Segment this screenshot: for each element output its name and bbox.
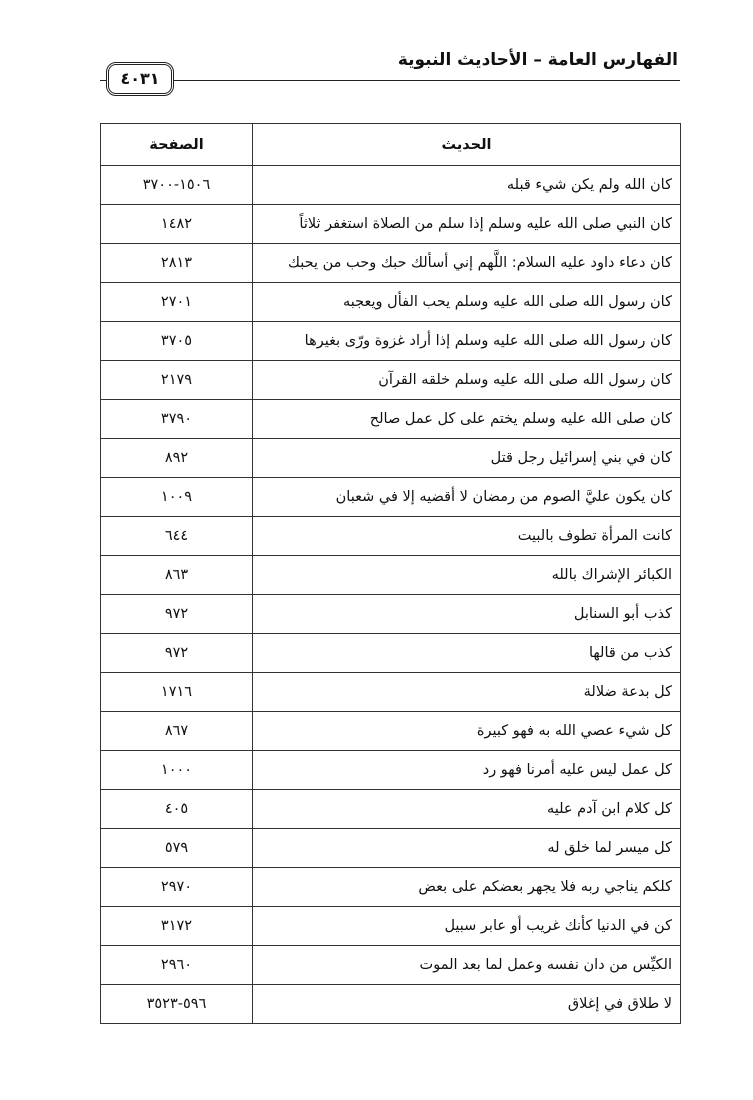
table-row: الكيِّس من دان نفسه وعمل لما بعد الموت ٢٩… <box>100 945 681 985</box>
hadith-text: كل ميسر لما خلق له <box>252 828 681 868</box>
hadith-text: الكيِّس من دان نفسه وعمل لما بعد الموت <box>252 945 681 985</box>
page-ref: ٣١٧٢ <box>100 906 253 946</box>
page-ref: ٦٤٤ <box>100 516 253 556</box>
page-ref: ٥٩٦-٣٥٢٣ <box>100 984 253 1024</box>
page-ref: ٨٦٧ <box>100 711 253 751</box>
table-row: كان دعاء داود عليه السلام: اللَّهم إني أ… <box>100 243 681 283</box>
page-ref: ٣٧٩٠ <box>100 399 253 439</box>
page-ref: ٤٠٥ <box>100 789 253 829</box>
hadith-text: كلكم يناجي ربه فلا يجهر بعضكم على بعض <box>252 867 681 907</box>
table-row: لا طلاق في إغلاق ٥٩٦-٣٥٢٣ <box>100 984 681 1024</box>
header-title: الفهارس العامة – الأحاديث النبوية <box>397 50 678 70</box>
table-row: كان رسول الله صلى الله عليه وسلم إذا أرا… <box>100 321 681 361</box>
hadith-text: كان دعاء داود عليه السلام: اللَّهم إني أ… <box>252 243 681 283</box>
table-row: كل شيء عصي الله به فهو كبيرة ٨٦٧ <box>100 711 681 751</box>
hadith-text: كان في بني إسرائيل رجل قتل <box>252 438 681 478</box>
page-ref: ٨٩٢ <box>100 438 253 478</box>
table-row: كان الله ولم يكن شيء قبله ١٥٠٦-٣٧٠٠ <box>100 165 681 205</box>
table-row: كل ميسر لما خلق له ٥٧٩ <box>100 828 681 868</box>
page-ref: ١٠٠٩ <box>100 477 253 517</box>
table-row: كل كلام ابن آدم عليه ٤٠٥ <box>100 789 681 829</box>
page-ref: ١٥٠٦-٣٧٠٠ <box>100 165 253 205</box>
table-row: كذب من قالها ٩٧٢ <box>100 633 681 673</box>
hadith-text: كل بدعة ضلالة <box>252 672 681 712</box>
table-row: كان النبي صلى الله عليه وسلم إذا سلم من … <box>100 204 681 244</box>
table-row: كان صلى الله عليه وسلم يختم على كل عمل ص… <box>100 399 681 439</box>
hadith-text: كل شيء عصي الله به فهو كبيرة <box>252 711 681 751</box>
page-ref: ٢٨١٣ <box>100 243 253 283</box>
hadith-text: كان رسول الله صلى الله عليه وسلم خلقه ال… <box>252 360 681 400</box>
hadith-text: الكبائر الإشراك بالله <box>252 555 681 595</box>
page-ref: ٩٧٢ <box>100 594 253 634</box>
page-ref: ٥٧٩ <box>100 828 253 868</box>
page-ref: ٨٦٣ <box>100 555 253 595</box>
page-ref: ٢٧٠١ <box>100 282 253 322</box>
page-ref: ٣٧٠٥ <box>100 321 253 361</box>
hadith-text: كل عمل ليس عليه أمرنا فهو رد <box>252 750 681 790</box>
header-rule <box>100 80 680 81</box>
hadith-text: كن في الدنيا كأنك غريب أو عابر سبيل <box>252 906 681 946</box>
table-row: كل عمل ليس عليه أمرنا فهو رد ١٠٠٠ <box>100 750 681 790</box>
column-header: الصفحة <box>100 123 253 166</box>
page-ref: ١٤٨٢ <box>100 204 253 244</box>
page-ref: ٩٧٢ <box>100 633 253 673</box>
hadith-text: كان رسول الله صلى الله عليه وسلم يحب الف… <box>252 282 681 322</box>
table-row: كذب أبو السنابل ٩٧٢ <box>100 594 681 634</box>
table-row: كل بدعة ضلالة ١٧١٦ <box>100 672 681 712</box>
page-ref: ١٠٠٠ <box>100 750 253 790</box>
page-ref: ١٧١٦ <box>100 672 253 712</box>
hadith-text: كذب أبو السنابل <box>252 594 681 634</box>
hadith-text: كذب من قالها <box>252 633 681 673</box>
hadith-text: كان يكون عليَّ الصوم من رمضان لا أقضيه إ… <box>252 477 681 517</box>
table-row: كان رسول الله صلى الله عليه وسلم يحب الف… <box>100 282 681 322</box>
table-row: الكبائر الإشراك بالله ٨٦٣ <box>100 555 681 595</box>
hadith-text: لا طلاق في إغلاق <box>252 984 681 1024</box>
table-row: كلكم يناجي ربه فلا يجهر بعضكم على بعض ٢٩٧… <box>100 867 681 907</box>
hadith-text: كان النبي صلى الله عليه وسلم إذا سلم من … <box>252 204 681 244</box>
table-row: كانت المرأة تطوف بالبيت ٦٤٤ <box>100 516 681 556</box>
hadith-text: كان الله ولم يكن شيء قبله <box>252 165 681 205</box>
hadith-text: كانت المرأة تطوف بالبيت <box>252 516 681 556</box>
table-row: كان في بني إسرائيل رجل قتل ٨٩٢ <box>100 438 681 478</box>
column-header: الحديث <box>252 123 681 166</box>
page-ref: ٢١٧٩ <box>100 360 253 400</box>
table-row: كان رسول الله صلى الله عليه وسلم خلقه ال… <box>100 360 681 400</box>
page-ref: ٢٩٦٠ <box>100 945 253 985</box>
table-row: كن في الدنيا كأنك غريب أو عابر سبيل ٣١٧٢ <box>100 906 681 946</box>
header-row: الحديث الصفحة <box>100 123 681 166</box>
hadith-text: كل كلام ابن آدم عليه <box>252 789 681 829</box>
hadith-text: كان صلى الله عليه وسلم يختم على كل عمل ص… <box>252 399 681 439</box>
hadith-text: كان رسول الله صلى الله عليه وسلم إذا أرا… <box>252 321 681 361</box>
page-number: ٤٠٣١ <box>106 62 174 96</box>
table-row: كان يكون عليَّ الصوم من رمضان لا أقضيه إ… <box>100 477 681 517</box>
index-table: الحديث الصفحة كان الله ولم يكن شيء قبله ١… <box>100 123 681 1024</box>
page-ref: ٢٩٧٠ <box>100 867 253 907</box>
